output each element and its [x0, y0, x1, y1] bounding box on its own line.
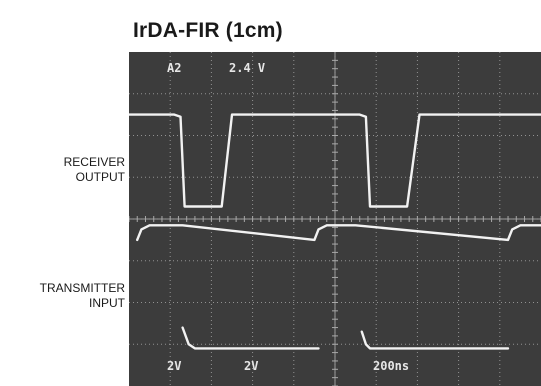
- transmitter-input-trace: [135, 224, 541, 242]
- graticule: [129, 52, 541, 386]
- traces: [129, 113, 541, 350]
- readout-timebase: 200ns: [373, 359, 409, 373]
- readout-channel: A2: [167, 61, 181, 75]
- readout-voltage: 2.4 V: [229, 61, 265, 75]
- transmitter-input-label-line-1: TRANSMITTER: [39, 281, 125, 295]
- receiver-output-label-line-1: RECEIVER: [63, 155, 125, 169]
- transmitter-input-label-line-2: INPUT: [89, 296, 125, 310]
- oscilloscope-plot: A2 2.4 V 2V 2V 200ns: [129, 52, 541, 386]
- trace-segment-3: [360, 330, 510, 350]
- readout-ch2-scale: 2V: [244, 359, 258, 373]
- trace-segment-2: [181, 326, 320, 350]
- receiver-output-trace: [129, 113, 541, 208]
- transmitter-input-label: TRANSMITTER INPUT: [40, 281, 125, 311]
- receiver-output-label: RECEIVER OUTPUT: [64, 155, 125, 185]
- chart-title: IrDA-FIR (1cm): [133, 19, 283, 42]
- readout-ch1-scale: 2V: [167, 359, 181, 373]
- receiver-output-label-line-2: OUTPUT: [75, 170, 125, 184]
- oscilloscope-screen: A2 2.4 V 2V 2V 200ns: [129, 52, 541, 386]
